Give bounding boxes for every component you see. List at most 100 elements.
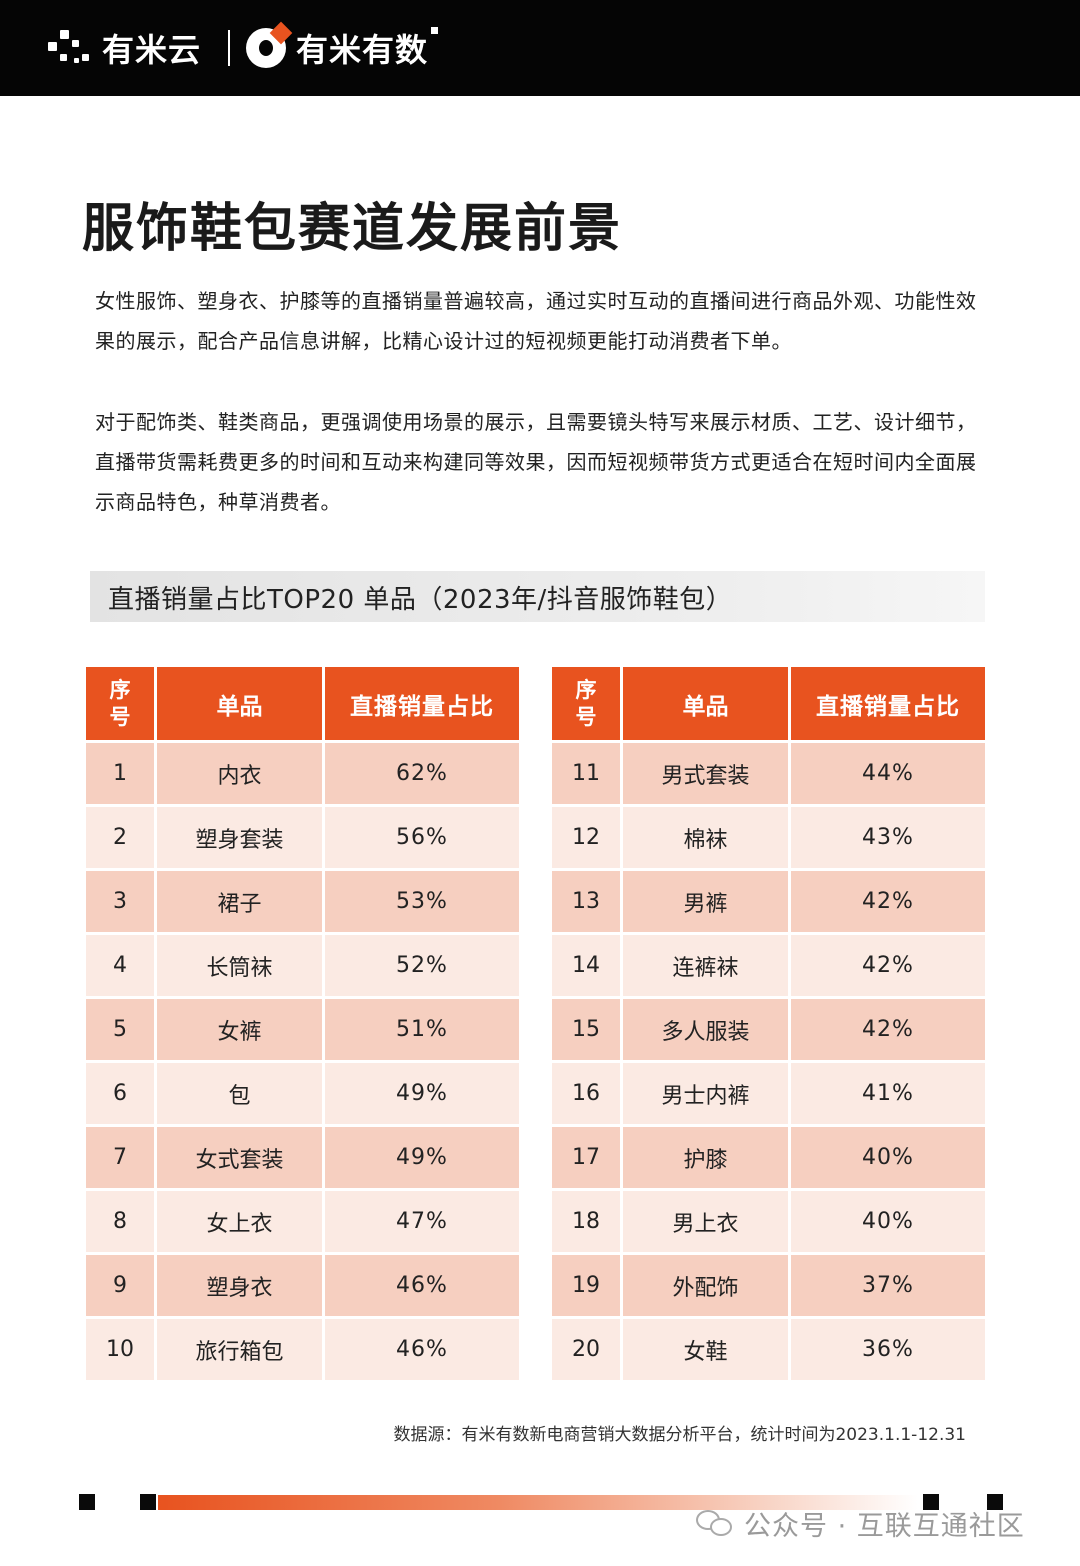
- footer-gradient-bar: [158, 1495, 918, 1510]
- data-source-note: 数据源：有米有数新电商营销大数据分析平台，统计时间为2023.1.1-12.31: [393, 1425, 966, 1445]
- rank-cell: 10: [86, 1319, 154, 1380]
- table-row: 6 包 49%: [86, 1063, 519, 1124]
- accessories-paragraph: 对于配饰类、鞋类商品，更强调使用场景的展示，且需要镜头特写来展示材质、工艺、设计…: [95, 410, 977, 514]
- rank-cell: 2: [86, 807, 154, 868]
- item-cell: 包: [157, 1063, 322, 1124]
- rank-cell: 6: [86, 1063, 154, 1124]
- table-row: 5 女裤 51%: [86, 999, 519, 1060]
- item-cell: 内衣: [157, 743, 322, 804]
- table-header-row: 序号 单品 直播销量占比: [552, 667, 985, 740]
- rank-cell: 5: [86, 999, 154, 1060]
- share-cell: 36%: [791, 1319, 985, 1380]
- rank-cell: 15: [552, 999, 620, 1060]
- item-cell: 男式套装: [623, 743, 788, 804]
- footer-square-right: [987, 1494, 1003, 1510]
- item-cell: 长筒袜: [157, 935, 322, 996]
- footer-square: [923, 1494, 939, 1510]
- table-heading: 直播销量占比TOP20 单品（2023年/抖音服饰鞋包）: [90, 571, 985, 622]
- share-cell: 37%: [791, 1255, 985, 1316]
- rank-cell: 13: [552, 871, 620, 932]
- rank-cell: 4: [86, 935, 154, 996]
- item-cell: 女鞋: [623, 1319, 788, 1380]
- youmi-data-logo: 有米有数: [246, 25, 439, 71]
- table-heading-text: 直播销量占比TOP20 单品（2023年/抖音服饰鞋包）: [108, 585, 733, 615]
- table-row: 4 长筒袜 52%: [86, 935, 519, 996]
- item-cell: 男上衣: [623, 1191, 788, 1252]
- rank-cell: 7: [86, 1127, 154, 1188]
- table-row: 20 女鞋 36%: [552, 1319, 985, 1380]
- rank-cell: 8: [86, 1191, 154, 1252]
- share-cell: 40%: [791, 1191, 985, 1252]
- share-cell: 56%: [325, 807, 519, 868]
- share-cell: 49%: [325, 1127, 519, 1188]
- watermark-text: 公众号 · 互联互通社区: [744, 1510, 1025, 1542]
- share-cell: 52%: [325, 935, 519, 996]
- item-cell: 女上衣: [157, 1191, 322, 1252]
- table-row: 2 塑身套装 56%: [86, 807, 519, 868]
- item-cell: 外配饰: [623, 1255, 788, 1316]
- table-row: 18 男上衣 40%: [552, 1191, 985, 1252]
- item-cell: 塑身套装: [157, 807, 322, 868]
- share-cell: 47%: [325, 1191, 519, 1252]
- column-header-item: 单品: [157, 667, 322, 740]
- table-row: 16 男士内裤 41%: [552, 1063, 985, 1124]
- item-cell: 护膝: [623, 1127, 788, 1188]
- table-row: 8 女上衣 47%: [86, 1191, 519, 1252]
- table-row: 12 棉袜 43%: [552, 807, 985, 868]
- column-header-rank: 序号: [552, 667, 620, 740]
- youmi-data-logo-text: 有米有数: [296, 25, 439, 71]
- rank-cell: 20: [552, 1319, 620, 1380]
- rank-cell: 14: [552, 935, 620, 996]
- youmi-cloud-logo: 有米云: [48, 28, 201, 69]
- share-cell: 42%: [791, 871, 985, 932]
- item-cell: 旅行箱包: [157, 1319, 322, 1380]
- rank-cell: 19: [552, 1255, 620, 1316]
- table-row: 19 外配饰 37%: [552, 1255, 985, 1316]
- wechat-icon: [696, 1508, 734, 1538]
- item-cell: 多人服装: [623, 999, 788, 1060]
- share-cell: 49%: [325, 1063, 519, 1124]
- rank-cell: 16: [552, 1063, 620, 1124]
- share-cell: 40%: [791, 1127, 985, 1188]
- table-row: 1 内衣 62%: [86, 743, 519, 804]
- item-cell: 裙子: [157, 871, 322, 932]
- item-cell: 男裤: [623, 871, 788, 932]
- rank-cell: 11: [552, 743, 620, 804]
- rank-cell: 1: [86, 743, 154, 804]
- share-cell: 41%: [791, 1063, 985, 1124]
- share-cell: 53%: [325, 871, 519, 932]
- table-header-row: 序号 单品 直播销量占比: [86, 667, 519, 740]
- item-cell: 男士内裤: [623, 1063, 788, 1124]
- footer-square-left: [79, 1494, 95, 1510]
- item-cell: 棉袜: [623, 807, 788, 868]
- table-row: 14 连裤袜 42%: [552, 935, 985, 996]
- intro-paragraph: 女性服饰、塑身衣、护膝等的直播销量普遍较高，通过实时互动的直播间进行商品外观、功…: [95, 289, 977, 353]
- share-cell: 42%: [791, 935, 985, 996]
- item-cell: 塑身衣: [157, 1255, 322, 1316]
- rank-cell: 12: [552, 807, 620, 868]
- rank-cell: 9: [86, 1255, 154, 1316]
- item-cell: 女裤: [157, 999, 322, 1060]
- table-row: 3 裙子 53%: [86, 871, 519, 932]
- item-cell: 女式套装: [157, 1127, 322, 1188]
- share-cell: 44%: [791, 743, 985, 804]
- share-cell: 46%: [325, 1319, 519, 1380]
- table-row: 11 男式套装 44%: [552, 743, 985, 804]
- column-header-share: 直播销量占比: [325, 667, 519, 740]
- watermark: 公众号 · 互联互通社区: [696, 1505, 1025, 1542]
- ranking-table-left: 序号 单品 直播销量占比 1 内衣 62% 2 塑身套装 56% 3 裙子 53% 4 长筒袜 52%…: [83, 664, 522, 1383]
- column-header-rank: 序号: [86, 667, 154, 740]
- share-cell: 62%: [325, 743, 519, 804]
- column-header-item: 单品: [623, 667, 788, 740]
- rank-cell: 18: [552, 1191, 620, 1252]
- logo-divider: [228, 30, 230, 66]
- table-row: 17 护膝 40%: [552, 1127, 985, 1188]
- item-cell: 连裤袜: [623, 935, 788, 996]
- table-row: 10 旅行箱包 46%: [86, 1319, 519, 1380]
- youmi-cloud-logo-icon: [48, 28, 94, 68]
- page-title: 服饰鞋包赛道发展前景: [82, 199, 623, 259]
- share-cell: 46%: [325, 1255, 519, 1316]
- table-row: 9 塑身衣 46%: [86, 1255, 519, 1316]
- rank-cell: 3: [86, 871, 154, 932]
- ranking-table-right: 序号 单品 直播销量占比 11 男式套装 44% 12 棉袜 43% 13 男裤 42% 14 连裤…: [549, 664, 988, 1383]
